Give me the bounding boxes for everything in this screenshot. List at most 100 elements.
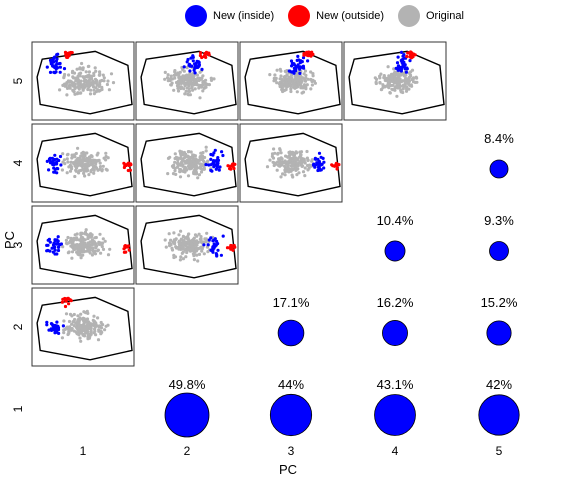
original-point [311, 72, 315, 76]
original-point [396, 74, 400, 78]
new-inside-point [52, 60, 56, 64]
new-inside-point [211, 159, 215, 164]
original-point [82, 250, 86, 254]
original-point [95, 244, 99, 248]
original-point [285, 83, 289, 87]
original-point [76, 146, 80, 150]
new-inside-point [209, 157, 213, 161]
original-point [292, 81, 296, 86]
original-point [397, 86, 402, 90]
original-point [108, 247, 112, 251]
new-inside-point [396, 55, 400, 59]
original-point [289, 164, 293, 168]
new-inside-point [317, 160, 321, 164]
original-point [279, 74, 283, 78]
original-point [293, 157, 297, 161]
original-point [195, 241, 199, 245]
original-point [100, 330, 104, 334]
original-point [84, 311, 88, 315]
new-inside-point [289, 59, 294, 63]
new-inside-point [215, 254, 219, 258]
original-point [205, 231, 209, 235]
new-inside-point [58, 154, 63, 159]
new-inside-point [306, 59, 310, 63]
original-point [191, 88, 195, 92]
new-inside-point [48, 161, 53, 165]
original-point [76, 82, 81, 86]
original-point [183, 155, 187, 159]
original-point [93, 236, 97, 240]
original-point [85, 84, 89, 88]
new-inside-point [302, 66, 306, 70]
new-inside-point [56, 239, 60, 243]
original-point [65, 325, 69, 329]
new-inside-point [219, 253, 223, 257]
original-point [170, 248, 175, 252]
original-point [101, 247, 106, 251]
original-point [281, 89, 285, 94]
original-point [72, 320, 76, 324]
original-point [283, 69, 287, 73]
overlap-label: 44% [278, 377, 304, 392]
original-point [301, 90, 306, 94]
original-point [185, 240, 189, 244]
new-inside-point [191, 59, 195, 63]
convex-hull [36, 50, 133, 115]
original-point [183, 236, 187, 240]
y-tick-label: 3 [11, 241, 25, 248]
original-point [297, 81, 301, 85]
original-point [97, 73, 101, 77]
original-point [306, 168, 310, 172]
original-point [169, 83, 173, 87]
original-point [198, 96, 202, 100]
original-point [306, 77, 310, 81]
new-inside-point [400, 58, 404, 62]
original-point [173, 152, 177, 156]
convex-hull [36, 296, 133, 361]
new-outside-point [335, 167, 339, 171]
new-inside-point [322, 160, 326, 164]
original-point [295, 173, 299, 177]
new-inside-point [298, 71, 302, 75]
original-point [80, 253, 84, 257]
new-inside-point [53, 55, 57, 59]
original-point [189, 150, 193, 154]
original-point [183, 92, 187, 96]
original-point [299, 156, 303, 160]
original-point [90, 167, 95, 172]
original-point [99, 251, 103, 255]
original-point [202, 159, 206, 163]
x-tick-label: 3 [288, 444, 295, 458]
original-point [65, 157, 69, 161]
new-inside-point [209, 248, 213, 252]
new-inside-point [56, 328, 61, 332]
original-point [89, 329, 93, 333]
original-point [75, 67, 79, 71]
original-point [303, 69, 307, 73]
original-point [404, 89, 409, 93]
original-point [275, 168, 279, 172]
original-point [304, 87, 308, 91]
original-point [73, 85, 77, 89]
new-inside-point [404, 70, 408, 74]
original-point [106, 156, 110, 160]
original-point [66, 152, 70, 156]
original-point [383, 84, 387, 88]
original-point [91, 79, 95, 83]
overlap-label: 10.4% [377, 213, 414, 228]
original-point [310, 83, 314, 87]
original-point [197, 252, 202, 256]
original-point [96, 316, 100, 320]
original-point [309, 70, 313, 74]
original-point [194, 172, 199, 176]
original-point [84, 162, 88, 166]
original-point [297, 161, 301, 165]
original-point [76, 160, 80, 164]
original-point [191, 245, 195, 249]
original-point [178, 70, 182, 74]
new-inside-point [209, 236, 213, 240]
new-outside-point [306, 50, 311, 54]
new-inside-point [50, 246, 54, 250]
new-outside-point [199, 51, 203, 55]
new-inside-point [193, 71, 197, 75]
